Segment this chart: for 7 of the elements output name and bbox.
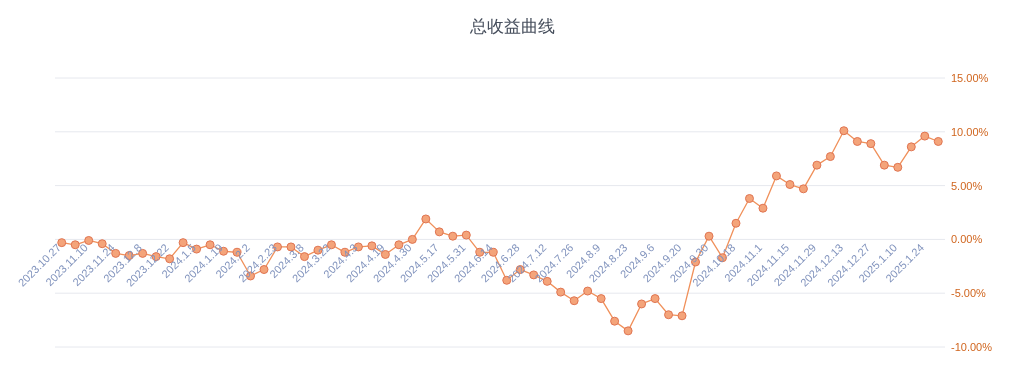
chart-title: 总收益曲线 bbox=[468, 17, 555, 36]
y-tick-label: 5.00% bbox=[951, 179, 983, 192]
y-tick-label: -10.00% bbox=[951, 341, 993, 353]
y-tick-label: 0.00% bbox=[951, 233, 983, 246]
y-tick-label: 10.00% bbox=[951, 125, 989, 138]
y-tick-label: 15.00% bbox=[951, 72, 989, 84]
y-tick-label: -5.00% bbox=[951, 287, 987, 300]
